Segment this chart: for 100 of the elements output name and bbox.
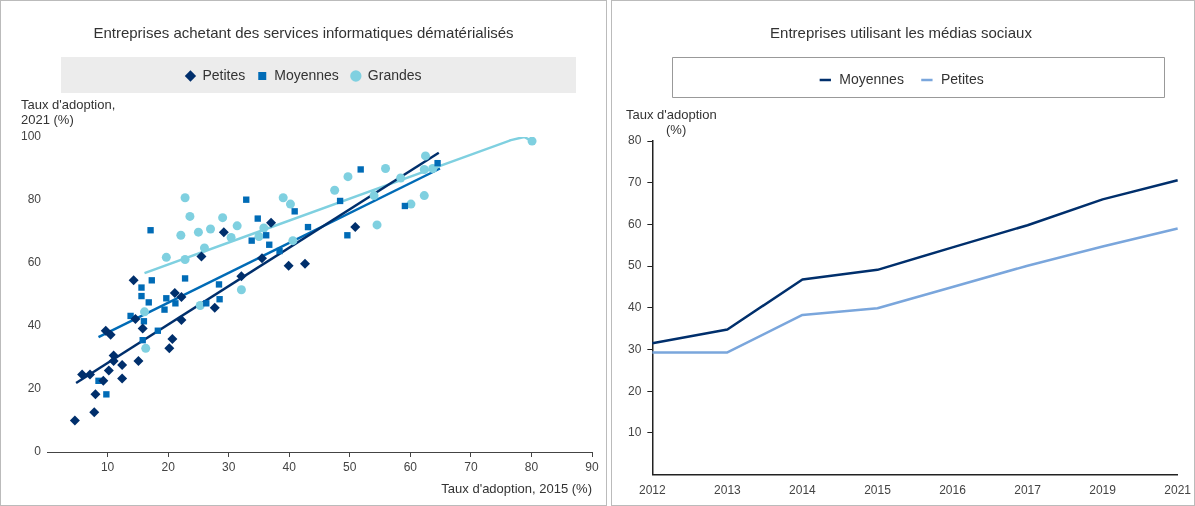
point (176, 292, 187, 303)
point (419, 164, 429, 174)
point (90, 389, 101, 400)
point (85, 369, 96, 380)
point (147, 227, 154, 234)
point (236, 285, 246, 295)
point (69, 415, 80, 426)
x-tick-label: 2016 (939, 483, 967, 498)
legend-label: Moyennes (274, 66, 339, 83)
point (169, 287, 180, 298)
point (254, 215, 261, 222)
point (100, 325, 111, 336)
point (248, 237, 255, 244)
point (117, 373, 128, 384)
x-tick-label: 2017 (1014, 483, 1042, 498)
point (226, 232, 236, 242)
point (176, 315, 187, 326)
point (259, 223, 269, 233)
y-tick-label: 0 (34, 444, 42, 459)
point (434, 159, 441, 167)
point (215, 281, 223, 288)
y-tick-label: 60 (27, 255, 42, 270)
point (256, 253, 267, 264)
x-tick-label: 60 (403, 459, 418, 474)
point (232, 221, 242, 231)
point (133, 355, 144, 366)
point (343, 172, 353, 182)
point (161, 252, 171, 262)
y-tick-label: 40 (627, 300, 642, 315)
point (203, 300, 210, 307)
x-tick-label: 2014 (789, 483, 817, 498)
point (330, 185, 340, 195)
point (254, 232, 264, 242)
legend-label: Petites (940, 70, 984, 87)
point (128, 275, 139, 286)
x-tick-label: 40 (282, 459, 297, 474)
x-tick-label: 2019 (1089, 483, 1117, 498)
point (285, 199, 295, 209)
point (103, 391, 110, 398)
x-tick-label: 90 (585, 459, 599, 474)
point (161, 306, 168, 313)
point (141, 343, 151, 353)
x-tick-label: 10 (100, 459, 115, 474)
point (140, 307, 150, 317)
point (419, 191, 429, 201)
y-tick-label: 100 (20, 129, 42, 144)
point (283, 260, 294, 271)
point (206, 224, 216, 234)
point (117, 360, 128, 371)
x-axis-title: Taux d'adoption, 2015 (%) (441, 480, 592, 496)
x-tick-label: 30 (222, 459, 236, 474)
chart-title: Entreprises achetant des services informatiques dématérialisés (93, 24, 514, 42)
y-tick-label: 80 (27, 192, 42, 207)
point (209, 302, 220, 313)
legend-label: Grandes (367, 66, 422, 83)
legend-label: Moyennes (839, 70, 904, 87)
x-tick-label: 2012 (639, 483, 667, 498)
chart-title: Entreprises utilisant les médias sociaux (770, 24, 1033, 42)
point (138, 284, 145, 291)
point (181, 275, 189, 282)
point (172, 300, 179, 307)
point (164, 343, 175, 354)
point (180, 193, 190, 203)
point (176, 230, 186, 240)
x-tick-label: 70 (464, 459, 478, 474)
point (527, 137, 537, 146)
y-axis-title: Taux d'adoption, 2021 (%) (21, 97, 117, 127)
point (372, 220, 382, 230)
point (381, 164, 391, 173)
point (218, 227, 229, 238)
point (130, 314, 141, 325)
point (89, 407, 100, 418)
point (98, 375, 109, 386)
x-tick-label: 20 (161, 459, 176, 474)
y-tick-label: 20 (627, 383, 642, 398)
point (291, 208, 298, 215)
point (148, 277, 155, 284)
point (167, 333, 178, 344)
x-tick-label: 2021 (1164, 483, 1192, 498)
point (276, 247, 283, 255)
point (350, 222, 361, 233)
y-tick-label: 60 (627, 216, 642, 231)
point (299, 258, 310, 269)
y-tick-label: 50 (627, 258, 642, 273)
point (196, 251, 207, 262)
point (357, 166, 364, 173)
point (236, 271, 247, 282)
point (105, 329, 116, 340)
point (103, 365, 114, 376)
y-tick-label: 80 (627, 133, 642, 148)
y-tick-label: 70 (627, 175, 642, 190)
legend-label: Petites (202, 66, 246, 83)
point (344, 232, 351, 239)
point (137, 323, 148, 334)
point (145, 299, 152, 306)
y-tick-label: 40 (27, 318, 42, 333)
x-tick-label: 2015 (864, 483, 892, 498)
y-tick-label: 10 (627, 425, 642, 440)
y-tick-label: 30 (627, 341, 642, 356)
point (185, 211, 195, 221)
